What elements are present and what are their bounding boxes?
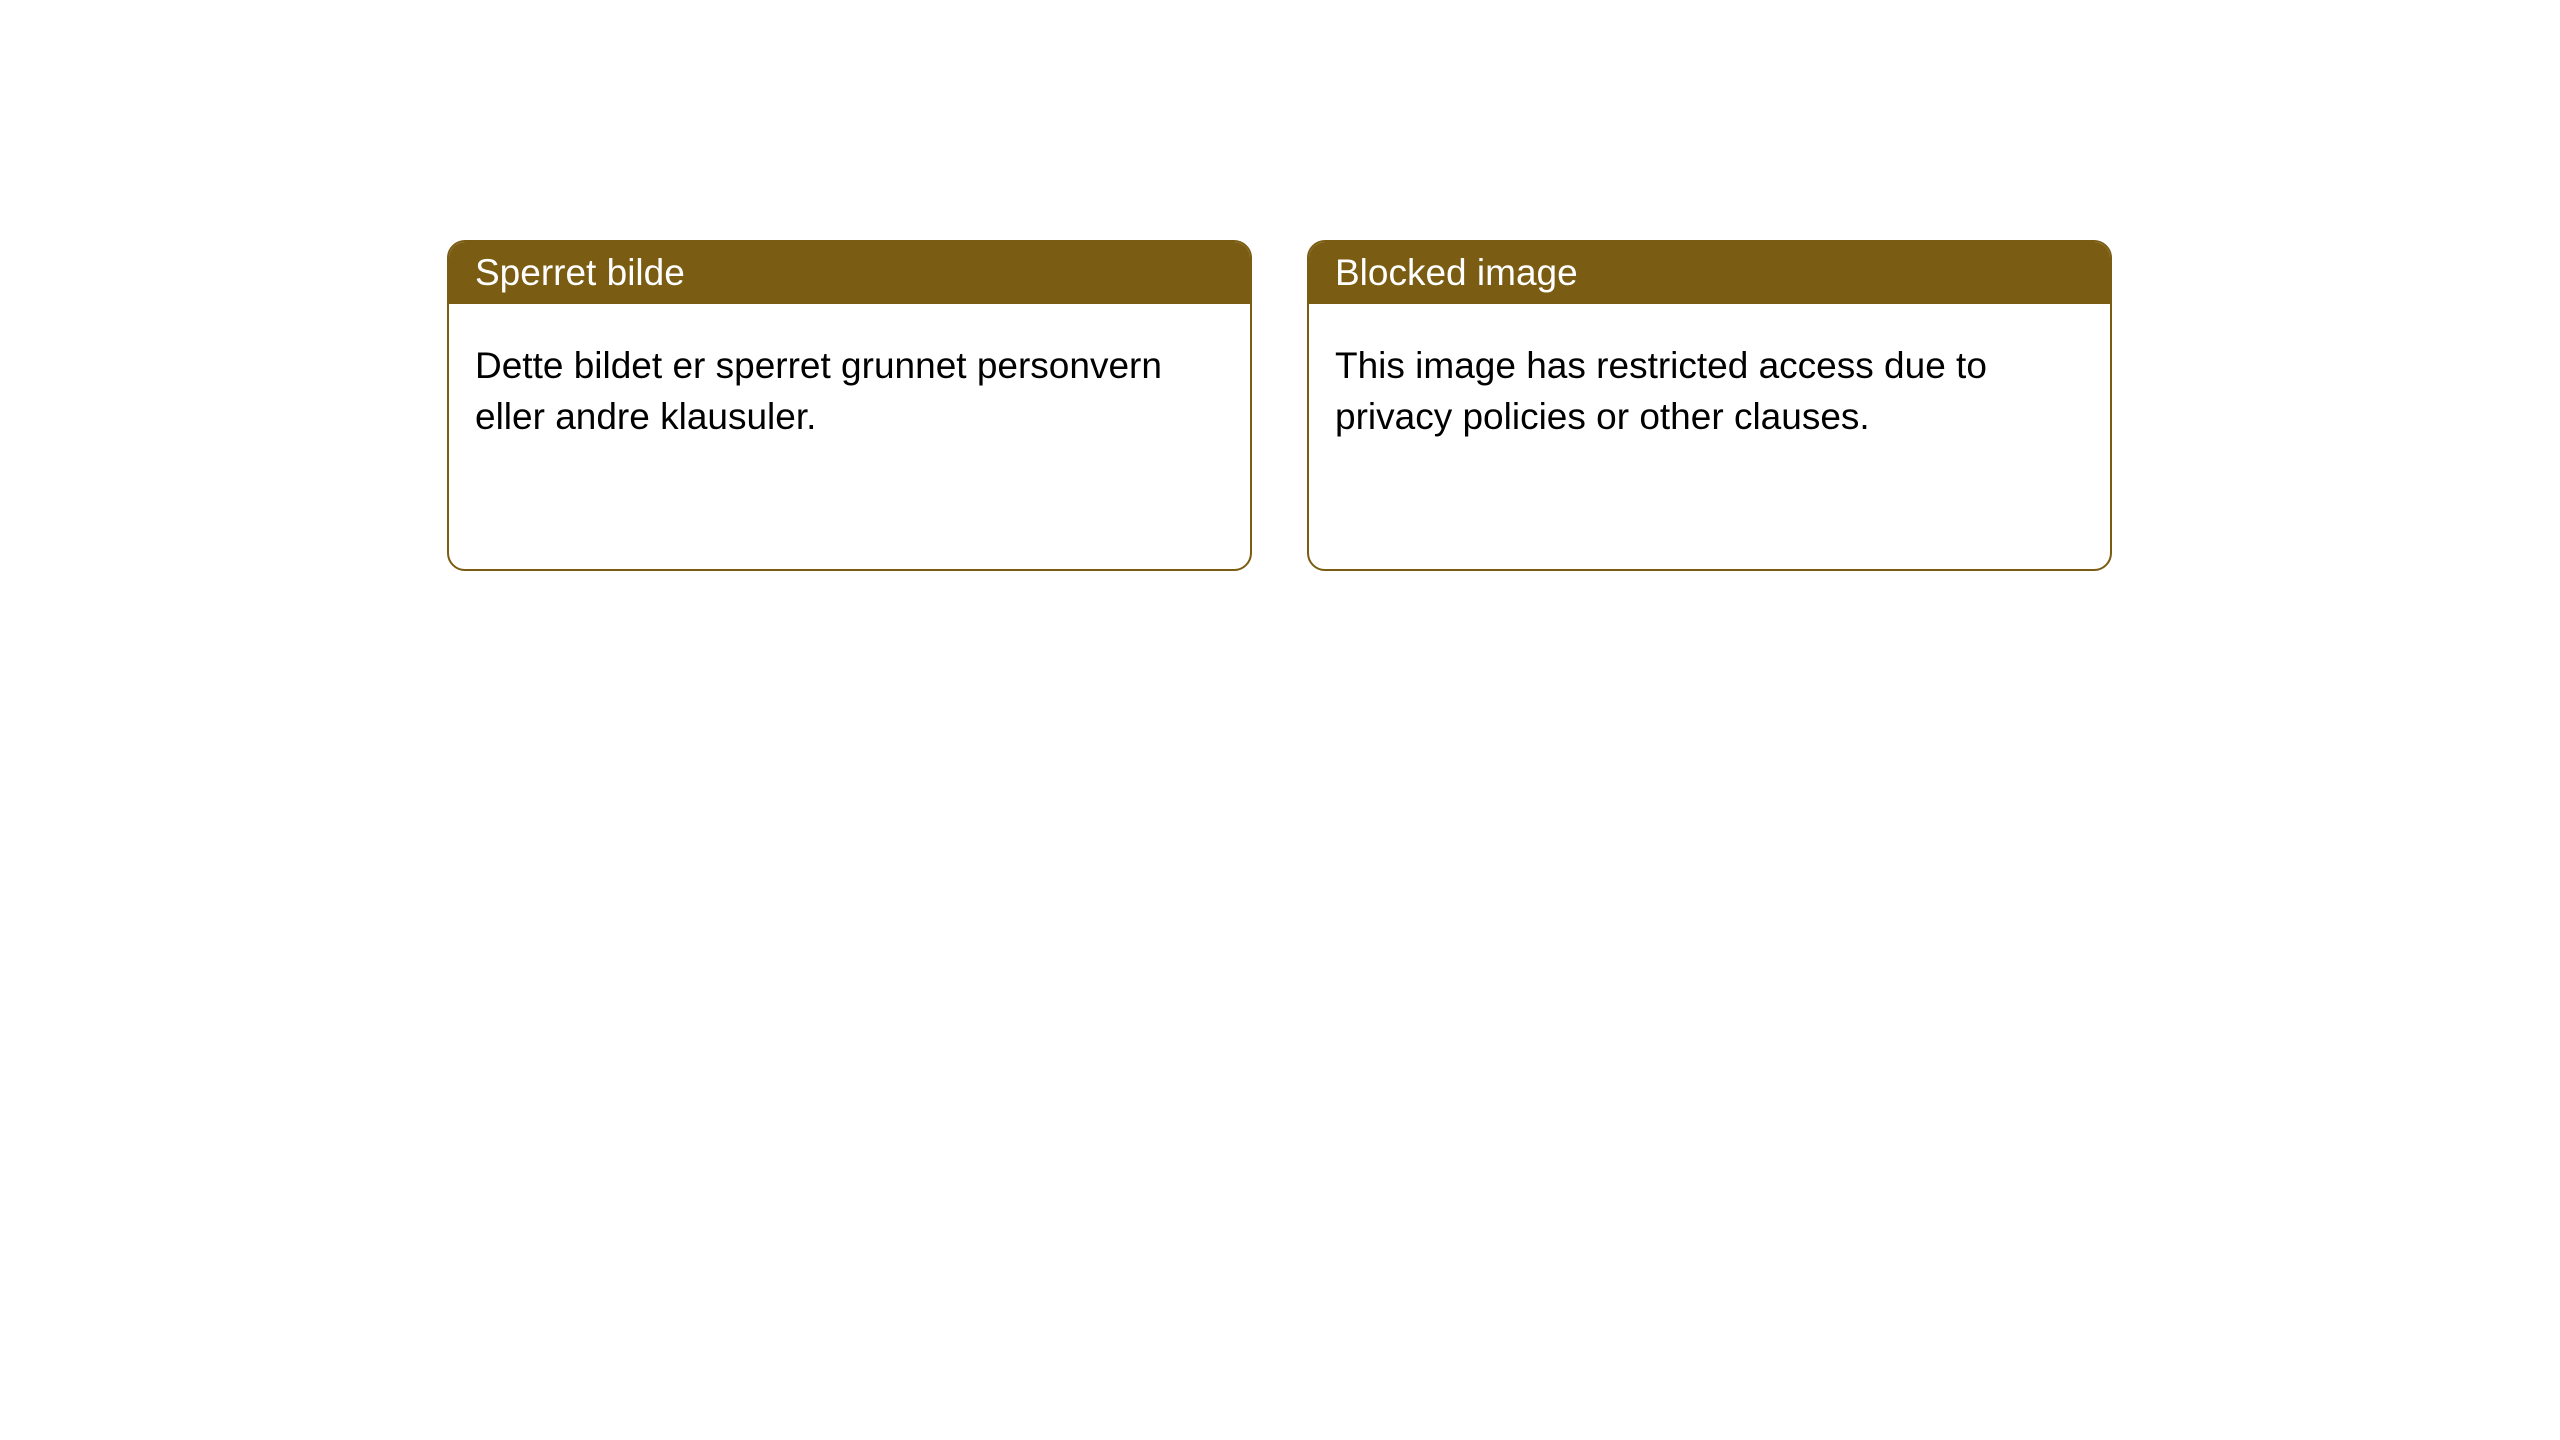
card-header: Sperret bilde	[449, 242, 1250, 304]
notice-card-norwegian: Sperret bilde Dette bildet er sperret gr…	[447, 240, 1252, 571]
card-message: This image has restricted access due to …	[1335, 345, 1987, 437]
notice-card-english: Blocked image This image has restricted …	[1307, 240, 2112, 571]
card-title: Sperret bilde	[475, 252, 685, 293]
notice-cards-container: Sperret bilde Dette bildet er sperret gr…	[447, 240, 2560, 571]
card-message: Dette bildet er sperret grunnet personve…	[475, 345, 1162, 437]
card-title: Blocked image	[1335, 252, 1578, 293]
card-header: Blocked image	[1309, 242, 2110, 304]
card-body: Dette bildet er sperret grunnet personve…	[449, 304, 1250, 569]
card-body: This image has restricted access due to …	[1309, 304, 2110, 569]
